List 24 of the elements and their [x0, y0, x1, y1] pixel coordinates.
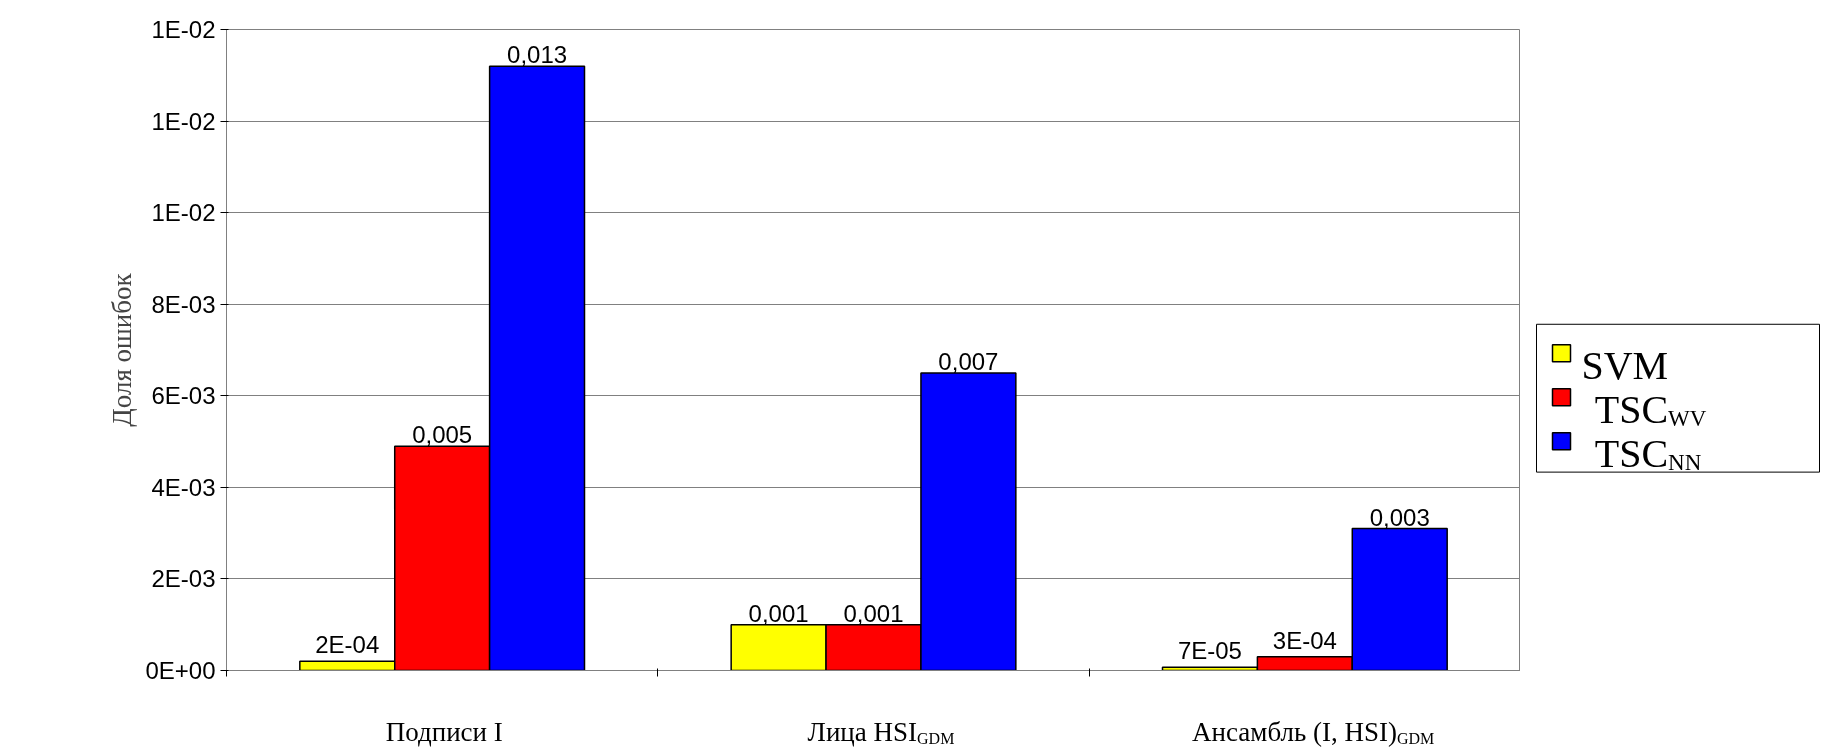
y-tick-label: 4E-03 [151, 473, 216, 501]
y-tick-label: 2E-03 [151, 565, 216, 593]
data-label: 0,001 [748, 599, 809, 627]
data-label: 7E-05 [1177, 637, 1242, 665]
legend-label: TSCNN [1594, 430, 1702, 476]
y-tick-label: 1E-02 [151, 107, 216, 135]
y-axis-title: Доля ошибок [107, 272, 138, 427]
x-tick-label: Ансамбль (I, HSI)GDM [1192, 716, 1435, 747]
x-tick-label: Лица HSIGDM [807, 716, 955, 747]
data-label: 3E-04 [1272, 626, 1337, 654]
y-tick-label: 8E-03 [151, 290, 216, 318]
data-label: 0,005 [412, 421, 473, 449]
x-tick-label: Подписи I [385, 716, 503, 747]
data-label: 0,001 [843, 599, 904, 627]
data-label: 0,013 [507, 41, 568, 69]
data-label: 2E-04 [315, 631, 380, 659]
y-tick-label: 1E-02 [151, 16, 216, 43]
legend-label: TSCWV [1594, 386, 1707, 432]
y-tick-label: 1E-02 [151, 199, 216, 227]
data-label: 0,007 [938, 347, 999, 375]
y-tick-label: 0E+00 [145, 657, 216, 684]
legend-label: SVM [1581, 342, 1669, 388]
data-label: 0,003 [1369, 503, 1430, 531]
y-tick-label: 6E-03 [151, 382, 216, 410]
